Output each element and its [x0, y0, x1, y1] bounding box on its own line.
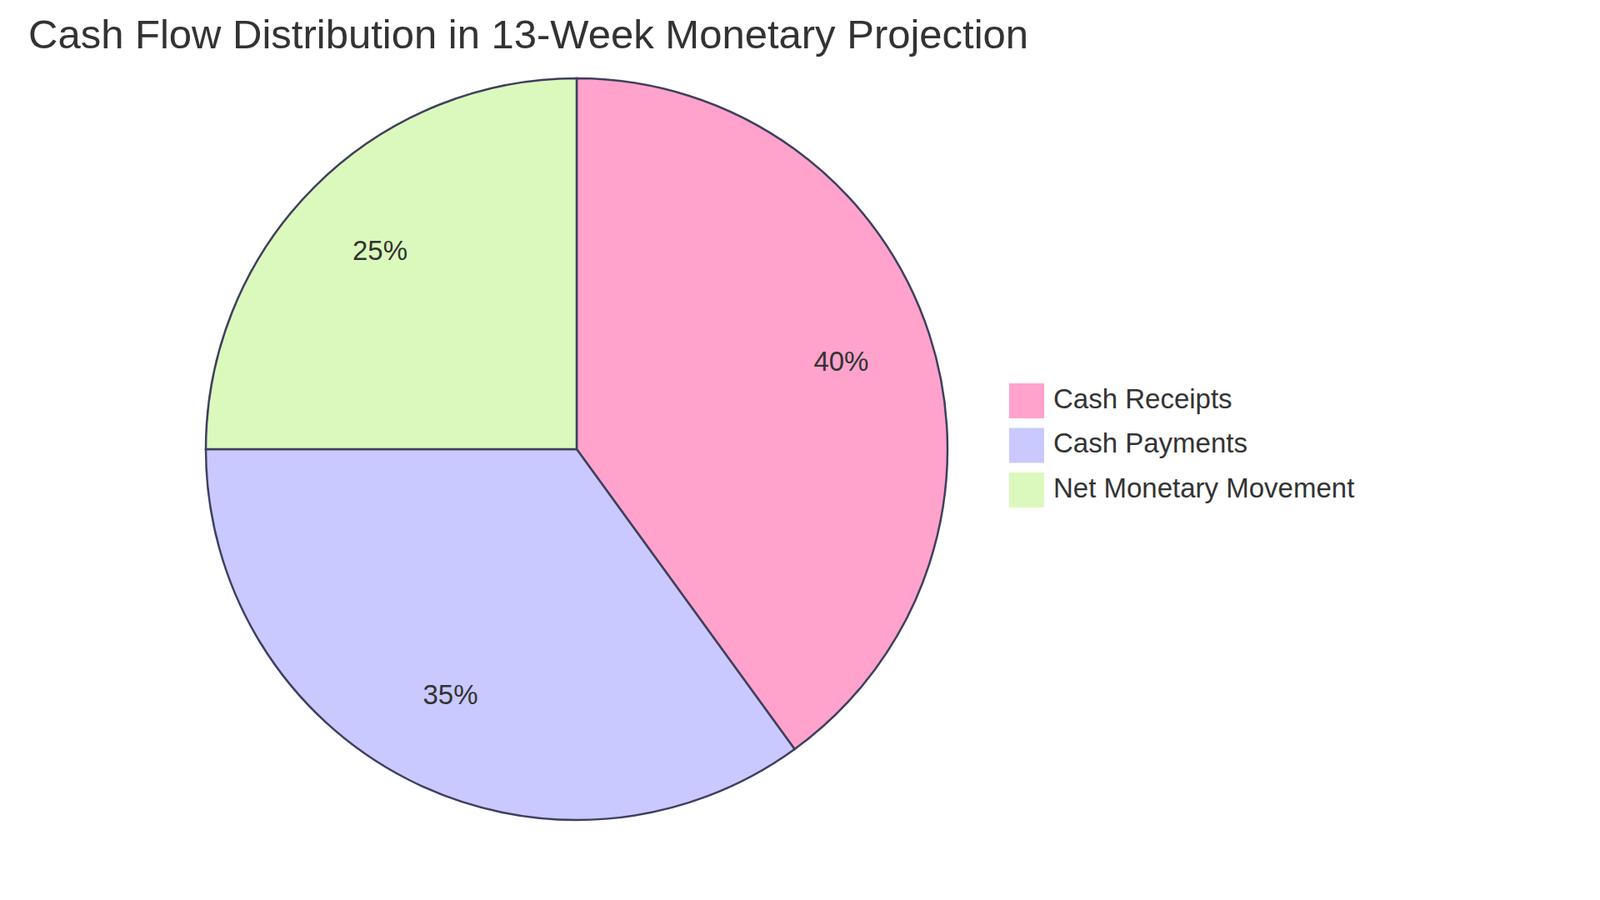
chart-title: Cash Flow Distribution in 13-Week Moneta… [28, 11, 1029, 57]
chart: Cash Flow Distribution in 13-Week Moneta… [0, 0, 1600, 900]
pie-labels: 40% 35% 25% [352, 235, 869, 710]
data-label: 25% [352, 235, 408, 266]
pie-slice [205, 449, 795, 820]
legend-label: Cash Payments [1053, 427, 1248, 459]
legend: Cash Receipts Cash Payments Net Monetary M… [1008, 382, 1355, 509]
legend-label: Cash Receipts [1053, 383, 1233, 415]
data-label: 40% [813, 345, 869, 377]
legend-swatch [1008, 427, 1045, 465]
legend-swatch [1008, 471, 1045, 509]
pie-slice [205, 78, 577, 450]
data-label: 35% [422, 679, 478, 710]
legend-swatch [1008, 382, 1045, 420]
legend-label: Net Monetary Movement [1053, 472, 1355, 504]
pie-slices [205, 78, 948, 820]
